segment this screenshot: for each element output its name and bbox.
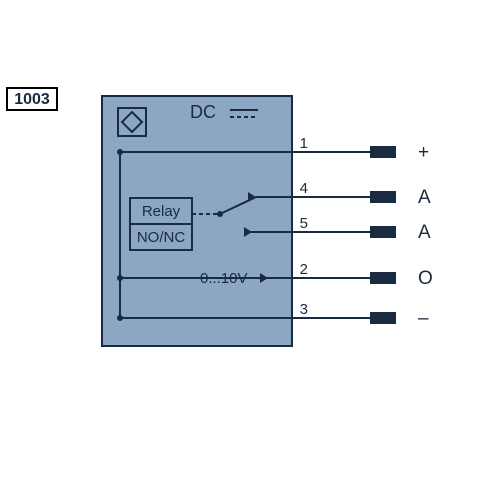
terminal-symbol-5: A [418, 222, 431, 243]
relay-label-top: Relay [142, 203, 181, 220]
terminal-block-3 [370, 312, 396, 324]
relay-label-bottom: NO/NC [137, 229, 186, 246]
pin-number-3: 3 [300, 301, 308, 318]
pin-number-4: 4 [300, 180, 308, 197]
terminal-symbol-2: O [418, 268, 433, 289]
pin-number-5: 5 [300, 215, 308, 232]
terminal-block-2 [370, 272, 396, 284]
id-badge-text: 1003 [14, 91, 50, 108]
pin-number-2: 2 [300, 261, 308, 278]
terminal-symbol-4: A [418, 187, 431, 208]
terminal-block-4 [370, 191, 396, 203]
terminal-symbol-1: + [418, 142, 429, 163]
dc-label: DC [190, 102, 216, 122]
terminal-block-1 [370, 146, 396, 158]
terminal-block-5 [370, 226, 396, 238]
terminal-symbol-3: – [418, 308, 429, 329]
pin-number-1: 1 [300, 135, 308, 152]
